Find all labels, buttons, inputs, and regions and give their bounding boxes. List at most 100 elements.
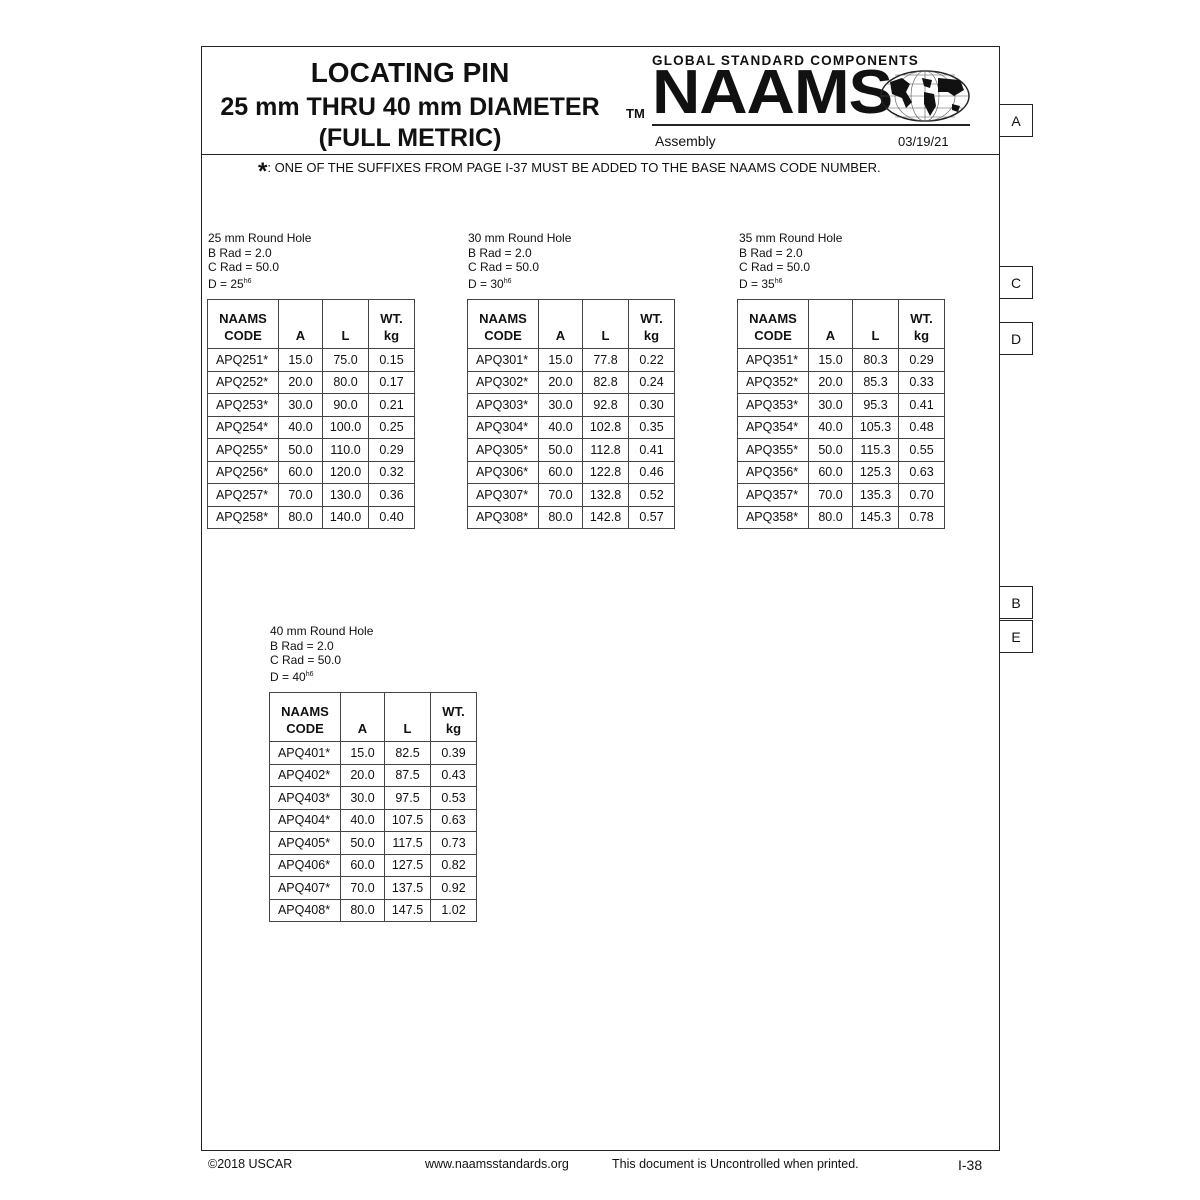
table-row: APQ258* 80.0 140.0 0.40	[207, 505, 415, 529]
l-cell: 90.0	[322, 393, 369, 417]
column-header: A	[538, 299, 583, 349]
l-cell: 95.3	[852, 393, 899, 417]
title-line2: 25 mm THRU 40 mm DIAMETER	[220, 93, 600, 121]
side-tab-d[interactable]: D	[1000, 322, 1033, 355]
a-cell: 30.0	[278, 393, 323, 417]
column-header: NAAMS CODE	[737, 299, 809, 349]
diameter-line: D = 35h6	[739, 275, 842, 292]
pin-spec-table: NAAMS CODE A L WT. kg APQ401* 15.0 82.5 0.39 APQ40…	[269, 692, 477, 922]
table-row: APQ405* 50.0 117.5 0.73	[269, 831, 477, 855]
a-cell: 60.0	[538, 460, 583, 484]
naams-code-cell: APQ307*	[467, 483, 539, 507]
side-tab-e[interactable]: E	[1000, 620, 1033, 653]
table-row: APQ406* 60.0 127.5 0.82	[269, 853, 477, 877]
weight-cell: 0.24	[628, 370, 675, 394]
naams-code-cell: APQ253*	[207, 393, 279, 417]
l-cell: 137.5	[384, 876, 431, 900]
table-row: APQ353* 30.0 95.3 0.41	[737, 393, 945, 417]
a-cell: 80.0	[808, 505, 853, 529]
naams-code-cell: APQ257*	[207, 483, 279, 507]
weight-cell: 0.73	[430, 831, 477, 855]
l-cell: 132.8	[582, 483, 629, 507]
caption-line: B Rad = 2.0	[468, 245, 532, 260]
naams-code-cell: APQ352*	[737, 370, 809, 394]
header-divider	[201, 154, 1000, 155]
weight-cell: 0.63	[898, 460, 945, 484]
a-cell: 30.0	[340, 786, 385, 810]
footer-disclaimer: This document is Uncontrolled when print…	[612, 1157, 859, 1171]
table-row: APQ304* 40.0 102.8 0.35	[467, 415, 675, 439]
weight-cell: 0.35	[628, 415, 675, 439]
l-cell: 92.8	[582, 393, 629, 417]
naams-code-cell: APQ308*	[467, 505, 539, 529]
diameter-line: D = 40h6	[270, 668, 373, 685]
l-cell: 112.8	[582, 438, 629, 462]
weight-cell: 0.33	[898, 370, 945, 394]
weight-cell: 0.78	[898, 505, 945, 529]
table-row: APQ352* 20.0 85.3 0.33	[737, 370, 945, 394]
l-cell: 80.0	[322, 370, 369, 394]
l-cell: 102.8	[582, 415, 629, 439]
naams-code-cell: APQ402*	[269, 763, 341, 787]
asterisk-icon: *	[258, 158, 268, 185]
a-cell: 80.0	[278, 505, 323, 529]
a-cell: 40.0	[808, 415, 853, 439]
naams-code-cell: APQ305*	[467, 438, 539, 462]
caption-line: 30 mm Round Hole	[468, 231, 572, 245]
naams-code-cell: APQ306*	[467, 460, 539, 484]
table-row: APQ307* 70.0 132.8 0.52	[467, 483, 675, 507]
l-cell: 120.0	[322, 460, 369, 484]
a-cell: 15.0	[808, 348, 853, 372]
page-border	[201, 46, 1000, 1151]
caption-line: C Rad = 50.0	[468, 260, 540, 274]
naams-code-cell: APQ408*	[269, 898, 341, 922]
naams-code-cell: APQ358*	[737, 505, 809, 529]
a-cell: 15.0	[538, 348, 583, 372]
table-row: APQ303* 30.0 92.8 0.30	[467, 393, 675, 417]
table-row: APQ305* 50.0 112.8 0.41	[467, 438, 675, 462]
pin-spec-table: NAAMS CODE A L WT. kg APQ351* 15.0 80.3 0.29 APQ35…	[737, 299, 945, 529]
footer-website[interactable]: www.naamsstandards.org	[425, 1157, 569, 1171]
table-row: APQ257* 70.0 130.0 0.36	[207, 483, 415, 507]
table-row: APQ256* 60.0 120.0 0.32	[207, 460, 415, 484]
l-cell: 140.0	[322, 505, 369, 529]
l-cell: 125.3	[852, 460, 899, 484]
weight-cell: 0.82	[430, 853, 477, 877]
table-row: APQ306* 60.0 122.8 0.46	[467, 460, 675, 484]
l-cell: 82.8	[582, 370, 629, 394]
title-line3: (FULL METRIC)	[318, 124, 502, 152]
table-row: APQ408* 80.0 147.5 1.02	[269, 898, 477, 922]
naams-code-cell: APQ354*	[737, 415, 809, 439]
l-cell: 107.5	[384, 808, 431, 832]
l-cell: 82.5	[384, 741, 431, 765]
weight-cell: 0.39	[430, 741, 477, 765]
side-tab-a[interactable]: A	[1000, 104, 1033, 137]
suffix-note: *: ONE OF THE SUFFIXES FROM PAGE I-37 MU…	[258, 158, 881, 186]
weight-cell: 0.70	[898, 483, 945, 507]
table-row: APQ253* 30.0 90.0 0.21	[207, 393, 415, 417]
weight-cell: 0.40	[368, 505, 415, 529]
a-cell: 70.0	[340, 876, 385, 900]
a-cell: 40.0	[538, 415, 583, 439]
l-cell: 85.3	[852, 370, 899, 394]
a-cell: 20.0	[808, 370, 853, 394]
l-cell: 147.5	[384, 898, 431, 922]
naams-code-cell: APQ254*	[207, 415, 279, 439]
table-row: APQ356* 60.0 125.3 0.63	[737, 460, 945, 484]
a-cell: 80.0	[538, 505, 583, 529]
side-tab-b[interactable]: B	[1000, 586, 1033, 619]
table-row: APQ407* 70.0 137.5 0.92	[269, 876, 477, 900]
side-tab-c[interactable]: C	[1000, 266, 1033, 299]
l-cell: 100.0	[322, 415, 369, 439]
column-header: L	[322, 299, 369, 349]
caption-line: B Rad = 2.0	[270, 638, 334, 653]
naams-code-cell: APQ303*	[467, 393, 539, 417]
a-cell: 50.0	[808, 438, 853, 462]
naams-code-cell: APQ301*	[467, 348, 539, 372]
caption-line: 40 mm Round Hole	[270, 624, 374, 638]
caption-line: C Rad = 50.0	[208, 260, 280, 274]
weight-cell: 0.48	[898, 415, 945, 439]
table-header-row: NAAMS CODE A L WT. kg	[207, 299, 415, 349]
a-cell: 70.0	[278, 483, 323, 507]
tolerance: h6	[774, 277, 783, 285]
